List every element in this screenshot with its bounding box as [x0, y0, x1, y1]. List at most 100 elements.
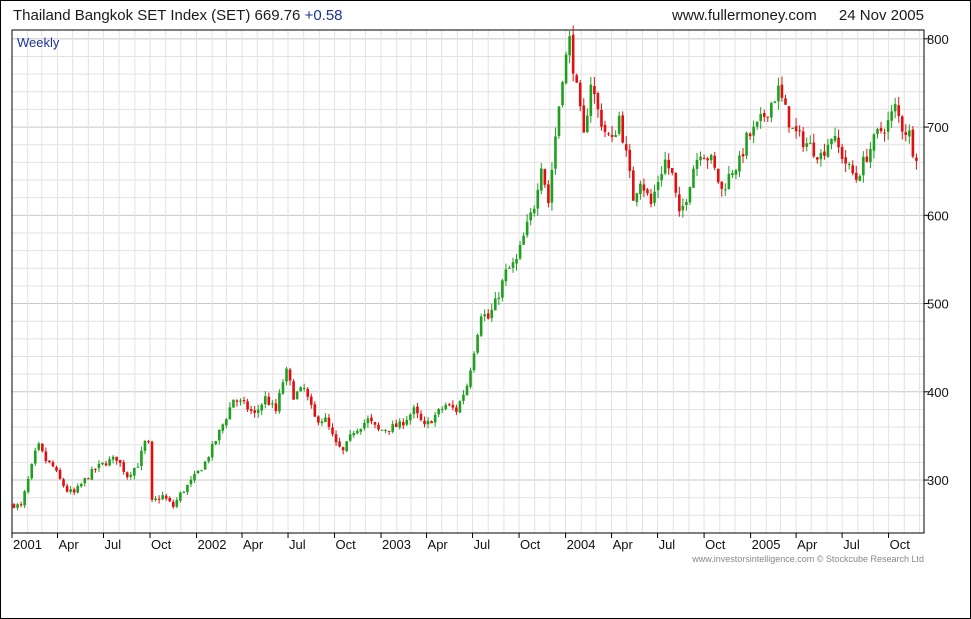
candle: [115, 456, 118, 465]
candle-body: [699, 156, 702, 161]
source-link[interactable]: www.fullermoney.com: [671, 7, 817, 24]
candle: [893, 97, 897, 119]
candle: [823, 143, 826, 160]
candle: [586, 108, 589, 133]
candle-body: [373, 422, 377, 425]
candle: [766, 116, 770, 123]
x-tick-label: Oct: [705, 537, 726, 552]
candle-body: [858, 176, 862, 181]
x-tick-label: Jul: [474, 537, 491, 552]
candle-body: [157, 498, 161, 500]
candle: [575, 73, 578, 83]
candle-body: [143, 440, 147, 451]
candle-body: [610, 134, 614, 137]
candle-body: [900, 116, 904, 132]
candle-body: [87, 478, 90, 480]
candle: [281, 378, 285, 395]
candle: [780, 76, 784, 102]
candle: [416, 402, 419, 419]
candle: [462, 390, 465, 405]
candle-body: [118, 460, 122, 463]
candle: [171, 499, 175, 509]
candle-body: [281, 382, 285, 394]
candle: [189, 476, 193, 487]
candle: [752, 120, 755, 144]
candle-body: [423, 420, 426, 425]
candle-body: [186, 484, 189, 493]
candle-body: [748, 133, 752, 137]
y-tick-label: 500: [927, 297, 949, 312]
candle-body: [741, 154, 745, 157]
candle: [83, 477, 87, 487]
candle-body: [624, 144, 628, 151]
candle: [504, 263, 508, 287]
candle-body: [525, 221, 529, 236]
candle: [338, 437, 341, 448]
candle: [232, 399, 235, 408]
x-axis: 2001 Apr Jul Oct 2002 Apr Jul Oct 2003 Apr Jul Oct 2…: [11, 533, 911, 552]
candle: [801, 127, 805, 152]
candle: [890, 104, 893, 128]
candle-body: [660, 174, 663, 181]
candle: [72, 487, 76, 496]
candle: [267, 392, 271, 406]
x-tick-label: Oct: [890, 537, 911, 552]
candle-body: [384, 430, 387, 432]
candle: [858, 174, 862, 182]
candle: [816, 156, 819, 164]
candle: [37, 441, 41, 452]
candle-body: [327, 417, 331, 427]
candle: [493, 291, 497, 311]
candle-body: [115, 456, 118, 461]
candle-body: [271, 403, 274, 405]
plot-area: [11, 29, 925, 534]
candle: [635, 192, 639, 207]
candle: [147, 440, 150, 444]
candle: [568, 29, 571, 64]
candle: [412, 404, 416, 419]
candle: [869, 142, 872, 169]
candle: [377, 422, 380, 432]
candle-body: [706, 158, 709, 161]
candle: [260, 403, 264, 416]
candle: [593, 76, 596, 104]
candle-body: [366, 418, 370, 424]
candle: [582, 98, 586, 133]
chart-title: Thailand Bangkok SET Index (SET) 669.76 …: [13, 7, 343, 24]
candle: [759, 107, 763, 129]
candle: [345, 440, 348, 453]
x-tick-label: Jul: [105, 537, 122, 552]
candle-body: [688, 187, 692, 203]
candle-body: [571, 34, 575, 74]
candle-body: [518, 245, 522, 259]
candle-body: [189, 479, 193, 485]
candle: [784, 94, 787, 106]
candle: [409, 413, 412, 425]
x-tick-label: Jul: [843, 537, 860, 552]
candle: [23, 489, 26, 509]
candle: [486, 309, 490, 320]
candle: [455, 404, 458, 416]
candle-body: [837, 137, 840, 148]
candle: [674, 172, 678, 198]
candle-body: [401, 422, 405, 426]
x-tick-label: Jul: [659, 537, 676, 552]
candle-body: [249, 409, 253, 411]
candle: [447, 402, 451, 407]
candle-body: [58, 469, 62, 479]
candle: [263, 391, 267, 409]
candle-body: [62, 479, 65, 486]
candle-body: [147, 441, 150, 443]
candle-body: [225, 419, 228, 426]
candle-body: [341, 447, 345, 451]
candle-body: [472, 353, 476, 371]
candle-body: [812, 142, 816, 157]
candle: [529, 207, 532, 226]
candle-body: [529, 212, 532, 221]
candle: [536, 183, 540, 216]
candle-body: [122, 462, 126, 472]
chart-title-text: Thailand Bangkok SET Index (SET) 669.76: [13, 7, 301, 24]
candle-body: [391, 424, 394, 432]
candle: [727, 165, 731, 190]
